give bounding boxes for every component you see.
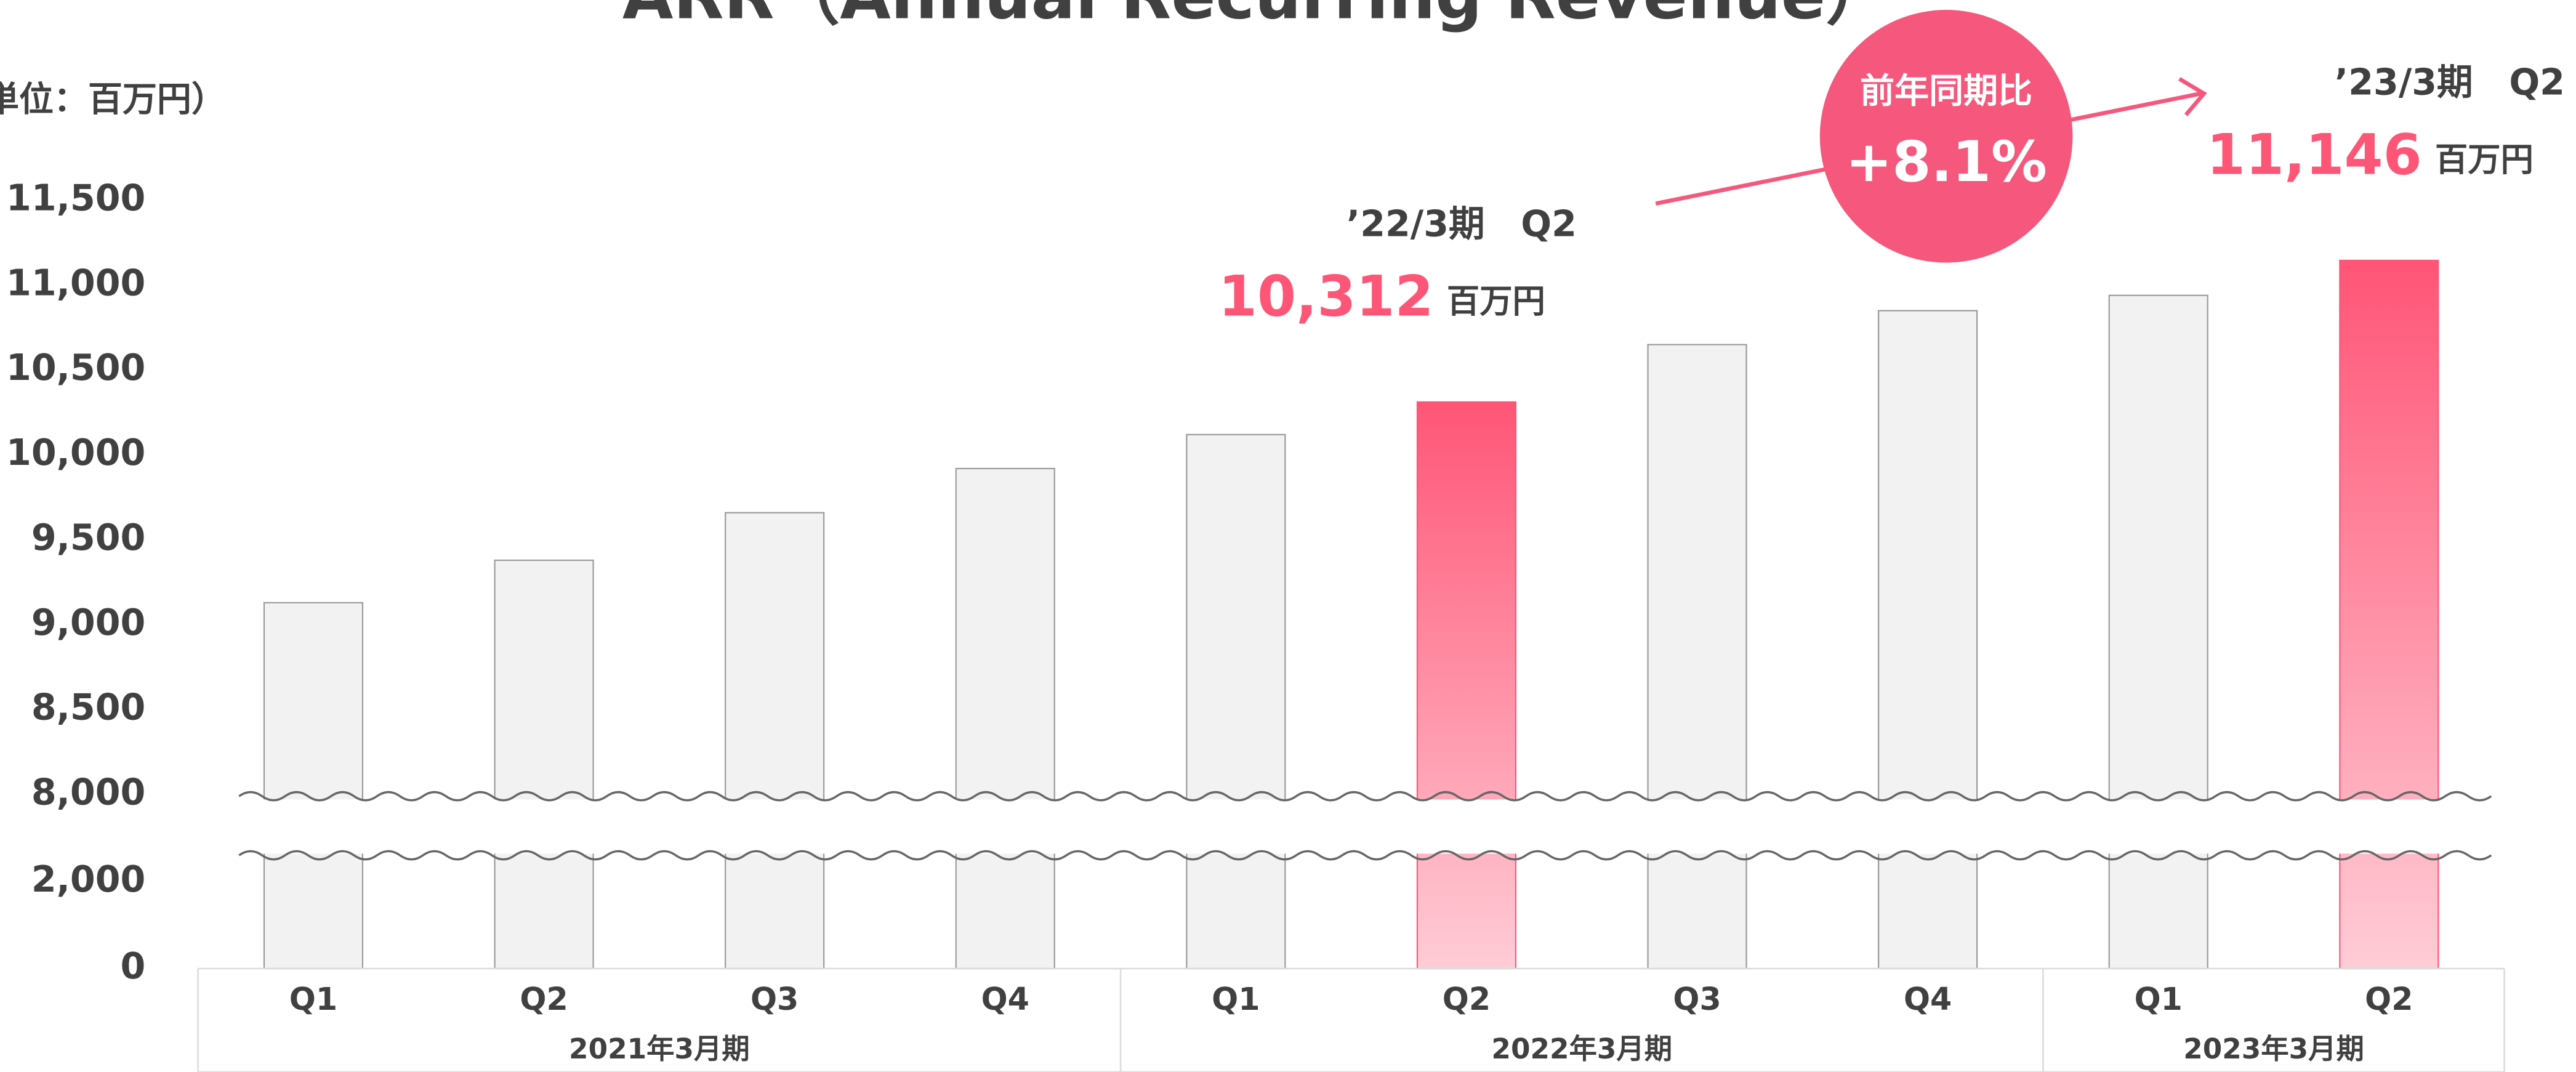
badge xyxy=(1819,9,2073,263)
x-tick-label: Q1 xyxy=(2135,981,2183,1017)
annotation-label: ’23/3期 Q2 xyxy=(2335,62,2565,103)
y-tick-label: 2,000 xyxy=(31,858,146,900)
x-tick-label: Q3 xyxy=(751,981,799,1017)
bar xyxy=(2339,259,2439,970)
bar xyxy=(955,467,1055,970)
y-tick-label: 9,500 xyxy=(31,517,146,558)
arrow-head xyxy=(2178,77,2207,116)
bar xyxy=(494,559,594,970)
bar xyxy=(1878,310,1978,970)
y-tick-label: 10,000 xyxy=(6,432,145,474)
x-tick-label: Q2 xyxy=(2365,981,2413,1017)
x-tick-label: Q4 xyxy=(981,981,1029,1017)
bar xyxy=(1647,344,1747,970)
y-tick-label: 11,500 xyxy=(6,177,145,219)
badge-value: +8.1% xyxy=(1845,130,2047,195)
value-label: 11,146 xyxy=(2207,123,2422,187)
x-tick-label: Q2 xyxy=(520,981,568,1017)
annotation-unit: 百万円 xyxy=(1447,283,1545,321)
group-label: 2022年3月期 xyxy=(1491,1033,1672,1065)
group-label: 2021年3月期 xyxy=(569,1033,750,1065)
x-tick-label: Q1 xyxy=(1212,981,1260,1017)
axis-break-wave xyxy=(238,850,2492,861)
value-label: 10,312 xyxy=(1218,264,1434,329)
bar xyxy=(1416,401,1516,970)
bar xyxy=(725,512,825,970)
y-tick-label: 11,000 xyxy=(6,262,145,304)
annotation-label: ’22/3期 Q2 xyxy=(1346,203,1577,245)
x-tick-label: Q2 xyxy=(1443,981,1491,1017)
annotation-unit: 百万円 xyxy=(2435,141,2534,179)
group-label: 2023年3月期 xyxy=(2183,1033,2364,1065)
bar xyxy=(263,602,364,970)
x-tick-label: Q4 xyxy=(1904,981,1952,1017)
y-tick-label: 8,500 xyxy=(31,687,146,728)
bar xyxy=(2108,294,2208,970)
y-tick-label: 10,500 xyxy=(6,347,145,389)
chart-title: ARR（Annual Recurring Revenue） xyxy=(622,0,1891,34)
y-tick-label: 8,000 xyxy=(31,772,146,813)
axis-break-wave xyxy=(238,791,2492,802)
y-tick-label: 9,000 xyxy=(31,602,146,643)
axis-break-gap xyxy=(214,799,2472,854)
x-tick-label: Q1 xyxy=(289,981,337,1017)
unit-label: 単位：百万円） xyxy=(0,79,226,119)
badge-label: 前年同期比 xyxy=(1860,71,2032,111)
x-tick-label: Q3 xyxy=(1673,981,1721,1017)
bar xyxy=(1186,433,1286,970)
y-tick-label: 0 xyxy=(121,945,146,987)
